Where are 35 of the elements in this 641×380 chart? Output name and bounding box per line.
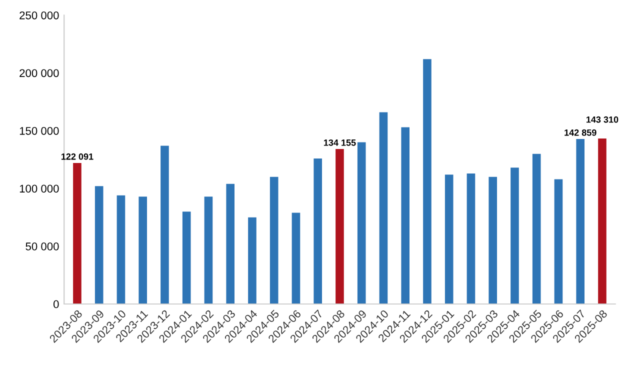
bar bbox=[73, 162, 82, 304]
bar bbox=[466, 173, 476, 304]
y-tick-label: 150 000 bbox=[20, 126, 59, 135]
bar bbox=[160, 146, 169, 304]
data-label: 134 155 bbox=[324, 139, 356, 146]
bar bbox=[532, 154, 541, 304]
bar bbox=[379, 112, 388, 304]
bar bbox=[138, 196, 148, 304]
bar bbox=[576, 138, 585, 304]
bar bbox=[116, 195, 126, 304]
bar bbox=[336, 149, 344, 304]
bar bbox=[248, 217, 256, 304]
bar bbox=[444, 174, 454, 304]
data-label: 122 091 bbox=[61, 153, 94, 160]
data-label: 142 859 bbox=[564, 129, 596, 136]
bar bbox=[598, 138, 606, 304]
bar bbox=[182, 212, 191, 304]
y-tick-label: 250 000 bbox=[20, 11, 59, 20]
bar bbox=[510, 168, 519, 304]
bar bbox=[314, 158, 322, 304]
bar bbox=[94, 186, 104, 304]
y-tick-label: 50 000 bbox=[26, 242, 59, 250]
bar bbox=[401, 127, 410, 304]
bar bbox=[292, 212, 300, 304]
y-tick-label: 100 000 bbox=[20, 184, 59, 193]
bar bbox=[357, 142, 366, 304]
bar bbox=[554, 179, 563, 304]
y-tick-label: 0 bbox=[53, 300, 59, 308]
bar bbox=[270, 176, 278, 304]
data-label: 143 310 bbox=[586, 116, 618, 123]
bar bbox=[204, 196, 213, 304]
bar bbox=[226, 184, 235, 304]
y-tick-label: 200 000 bbox=[20, 69, 59, 78]
bar bbox=[488, 176, 498, 304]
bar bbox=[423, 59, 432, 304]
